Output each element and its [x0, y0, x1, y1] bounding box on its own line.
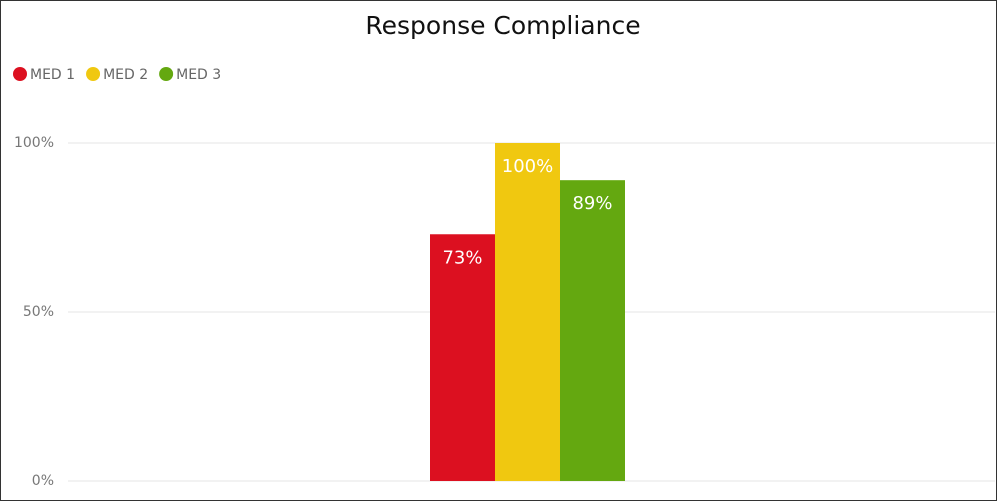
value-label: 100% [502, 156, 553, 177]
value-label: 89% [572, 193, 612, 214]
legend-swatch [13, 67, 27, 81]
bar [560, 180, 625, 481]
legend-label: MED 1 [30, 67, 75, 83]
bar [430, 234, 495, 481]
legend-swatch [86, 67, 101, 81]
legend-swatch [159, 67, 174, 81]
bar [495, 143, 560, 481]
legend-label: MED 3 [176, 67, 221, 83]
value-label: 73% [442, 247, 482, 268]
y-tick-label: 100% [14, 135, 54, 151]
y-tick-label: 50% [23, 304, 54, 320]
y-tick-label: 0% [32, 473, 54, 489]
chart-title: Response Compliance [365, 11, 640, 40]
legend-label: MED 2 [103, 67, 148, 83]
